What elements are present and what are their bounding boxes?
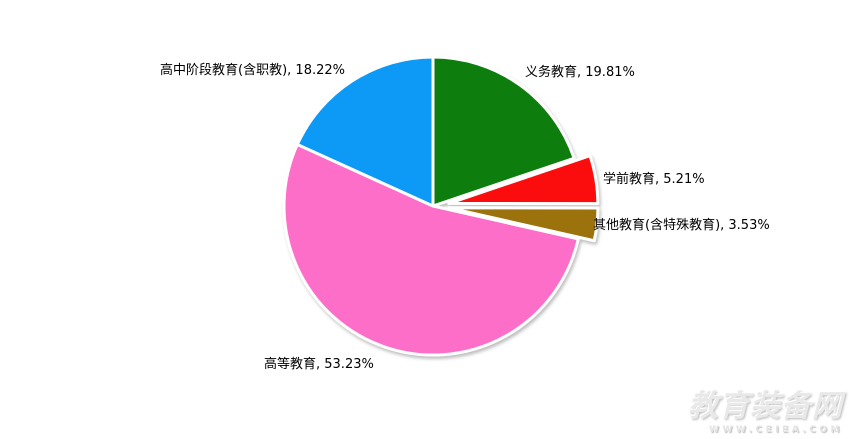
pie-slices-group: [282, 55, 600, 357]
watermark-title: 教育装备网: [688, 389, 843, 424]
pie-label-4: 高中阶段教育(含职教), 18.22%: [160, 63, 345, 78]
pie-label-3: 高等教育, 53.23%: [264, 357, 374, 372]
pie-label-1: 学前教育, 5.21%: [603, 172, 705, 187]
pie-label-0: 义务教育, 19.81%: [525, 65, 635, 80]
pie-slice-1: [447, 154, 600, 206]
pie-label-2: 其他教育(含特殊教育), 3.53%: [593, 218, 770, 233]
watermark-url: WWW.CEIEA.COM: [709, 425, 843, 435]
pie-slice-2: [447, 206, 600, 243]
pie-slice-0: [431, 55, 576, 208]
pie-slice-3: [282, 142, 580, 357]
watermark: 教育装备网 WWW.CEIEA.COM: [688, 390, 843, 436]
pie-slice-4: [295, 55, 435, 208]
